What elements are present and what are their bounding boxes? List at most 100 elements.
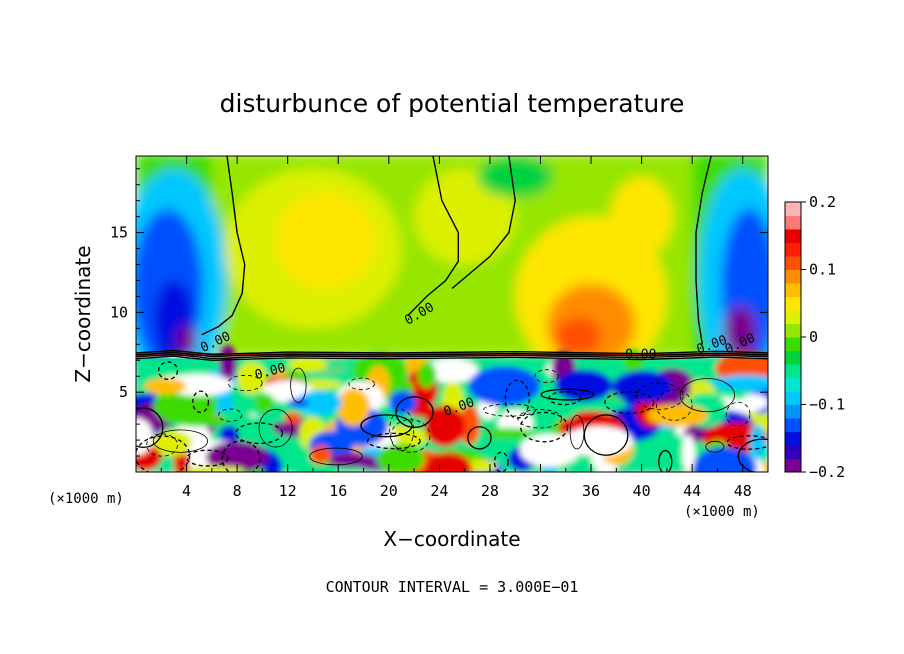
turbulent-cell (336, 388, 371, 427)
turbulent-cell (459, 405, 480, 445)
turbulent-cell (740, 394, 768, 411)
x-axis-label: X−coordinate (383, 527, 520, 551)
lower-contour (737, 438, 768, 472)
lower-contour (235, 422, 284, 445)
lower-contour (309, 447, 363, 466)
lower-contour (548, 391, 582, 406)
colorbar-segment (785, 404, 801, 419)
colorbar-segment (785, 431, 801, 446)
lower-contour (493, 451, 509, 472)
y-axis-label: Z−coordinate (71, 245, 95, 382)
turbulent-cell (711, 374, 768, 391)
colorbar-tick-label: 0 (809, 328, 818, 346)
colorbar-segment (785, 202, 801, 216)
turbulent-cell (424, 358, 479, 383)
y-tick-label: 10 (110, 303, 128, 321)
x-tick-label: 44 (683, 482, 701, 500)
lower-contour (604, 391, 655, 414)
x-tick-label: 16 (329, 482, 347, 500)
x-axis-unit: (×1000 m) (684, 504, 760, 520)
zero-contour-right (695, 156, 712, 345)
interface-contour (136, 349, 768, 356)
lower-contour (583, 414, 629, 456)
colorbar-segment (785, 310, 801, 324)
x-tick-label: 4 (182, 482, 191, 500)
colorbar-segment (785, 242, 801, 257)
turbulent-cell (254, 393, 275, 413)
cool-top (477, 156, 554, 198)
colorbar-segment (785, 350, 801, 365)
contour-interval-text: CONTOUR INTERVAL = 3.000E−01 (326, 578, 579, 596)
warm-region-4 (610, 176, 674, 257)
turbulent-cell (425, 452, 473, 472)
turbulent-cell (388, 390, 417, 415)
turbulent-cell (557, 429, 631, 454)
warm-core-1 (275, 192, 377, 289)
turbulent-cell (144, 378, 187, 395)
contour-label: 0.00 (625, 348, 656, 363)
chart-title: disturbunce of potential temperature (220, 89, 685, 118)
lower-contour (290, 367, 307, 403)
turbulent-cell (424, 405, 466, 447)
x-tick-label: 40 (633, 482, 651, 500)
warm-region-2 (414, 168, 516, 265)
turbulent-cell (749, 424, 766, 461)
lower-contour (227, 374, 263, 392)
lower-contour (679, 378, 735, 413)
lower-contour (726, 435, 768, 450)
lower-contour (520, 411, 569, 443)
x-tick-label: 32 (531, 482, 549, 500)
lower-contour (258, 408, 293, 448)
turbulent-cell (219, 344, 237, 382)
turbulent-cell (569, 464, 597, 472)
lower-contour (136, 407, 164, 448)
colorbar-segment (785, 377, 801, 392)
lower-contour (221, 440, 261, 472)
turbulent-cell (288, 357, 328, 372)
turbulent-cell (284, 411, 302, 425)
lower-contour (482, 403, 537, 417)
left-cool-min (176, 325, 197, 358)
interface-band (136, 356, 768, 359)
colorbar-tick-label: 0.1 (809, 261, 836, 279)
lower-contour (655, 389, 693, 421)
lower-contour (192, 390, 210, 414)
lower-contour (390, 419, 431, 453)
colorbar (784, 201, 802, 473)
turbulent-cell (646, 404, 708, 427)
lower-contour (146, 433, 178, 457)
x-tick-label: 12 (279, 482, 297, 500)
x-tick-label: 24 (430, 482, 448, 500)
colorbar-segment (785, 269, 801, 284)
lower-contour (635, 382, 684, 410)
colorbar-segment (785, 296, 801, 311)
colorbar-segment (785, 364, 801, 378)
zero-contour-left (201, 156, 246, 336)
colorbar-tick-label: −0.2 (809, 463, 845, 481)
zero-contour-mid (407, 156, 459, 317)
turbulent-cell (612, 370, 674, 403)
interface-contour (136, 355, 768, 362)
heatmap-field (136, 156, 768, 472)
contour-lines (136, 156, 768, 472)
turbulent-cell (236, 361, 267, 395)
lower-contour (136, 435, 191, 472)
lower-contour (360, 414, 413, 438)
colorbar-segment (785, 229, 801, 243)
x-tick-label: 28 (481, 482, 499, 500)
lower-contour (658, 449, 673, 472)
y-tick-label: 15 (110, 224, 128, 242)
y-axis-ticks: 5 10 15 (110, 168, 768, 457)
lower-contour (152, 429, 208, 453)
turbulent-cell (693, 447, 757, 472)
turbulent-cell (468, 366, 541, 406)
lower-contour (534, 369, 559, 383)
x-axis-ticks: 4 8 12 16 20 24 28 32 36 40 44 48 (160, 156, 752, 500)
turbulent-cell (184, 465, 245, 472)
lower-contour (157, 361, 179, 381)
turbulent-cell (309, 445, 332, 464)
colorbar-segment (785, 323, 801, 338)
colorbar-segment (785, 445, 801, 459)
lower-contour (540, 388, 595, 401)
